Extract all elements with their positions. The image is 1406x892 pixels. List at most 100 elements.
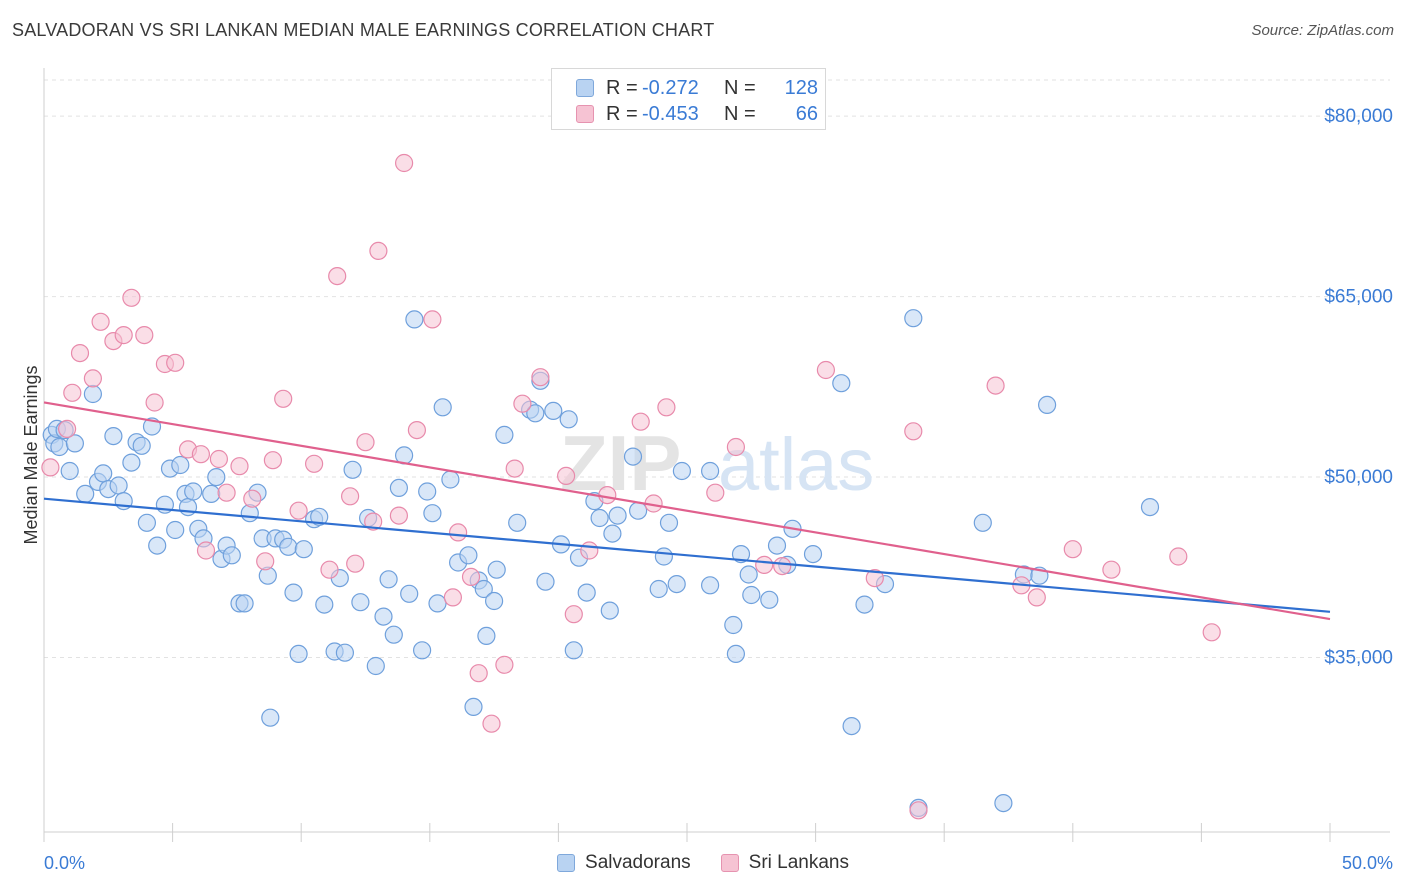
data-point (536, 572, 555, 591)
legend-label-sri-lankans: Sri Lankans (748, 852, 849, 873)
stats-r-value: -0.272 (642, 76, 699, 99)
data-point (564, 641, 583, 660)
data-point (832, 374, 851, 393)
stats-swatch-sri-lankans (576, 105, 594, 123)
y-tick-label: $65,000 (1324, 287, 1393, 308)
stats-r-label: R = (606, 102, 638, 125)
data-point (145, 393, 164, 412)
data-point (443, 588, 462, 607)
data-point (994, 793, 1013, 813)
data-point (767, 536, 787, 555)
data-point (114, 326, 133, 345)
data-point (413, 641, 432, 660)
stats-n-label: N = (724, 76, 756, 99)
data-point (294, 540, 313, 559)
data-point (469, 664, 488, 683)
data-point (487, 560, 506, 579)
data-point (556, 466, 576, 485)
data-point (289, 501, 308, 520)
data-point (672, 461, 692, 481)
data-point (855, 595, 874, 614)
data-point (171, 455, 190, 475)
data-point (109, 476, 128, 495)
stats-swatch-salvadorans (576, 79, 594, 97)
data-point (1027, 588, 1046, 607)
data-point (526, 404, 545, 423)
data-point (256, 552, 275, 571)
data-point (657, 398, 676, 417)
stats-n-label: N = (724, 102, 756, 125)
data-point (508, 513, 527, 532)
data-point (464, 697, 483, 717)
data-point (580, 541, 599, 560)
data-point (166, 520, 185, 540)
data-point (356, 433, 375, 452)
data-point (400, 584, 419, 603)
data-point (608, 506, 627, 525)
data-point (148, 536, 167, 555)
data-point (909, 801, 928, 820)
data-point (474, 579, 493, 599)
data-point (132, 436, 151, 455)
data-point (600, 601, 619, 620)
y-tick-label: $80,000 (1324, 106, 1393, 127)
data-point (598, 486, 617, 505)
data-point (603, 524, 622, 543)
stats-row-salvadorans: R = -0.272 N = 128 (576, 75, 818, 101)
data-point (335, 643, 354, 662)
data-point (742, 585, 761, 605)
data-point (1140, 498, 1160, 517)
x-tick-label-max: 50.0% (1342, 853, 1393, 873)
data-point (310, 507, 329, 526)
data-point (407, 421, 426, 440)
data-point (577, 583, 596, 602)
data-point (482, 714, 501, 733)
data-point (755, 555, 774, 575)
data-point (1202, 623, 1221, 642)
data-point (230, 457, 249, 476)
trendlines (43, 401, 1331, 621)
data-point (628, 501, 648, 520)
data-point (654, 547, 674, 566)
data-point (217, 483, 236, 502)
legend-item-sri-lankans[interactable]: Sri Lankans (720, 852, 849, 874)
data-point (623, 447, 643, 466)
data-point (1102, 560, 1121, 579)
data-point (423, 310, 442, 329)
data-point (773, 556, 792, 576)
data-point (986, 376, 1005, 395)
trendline-sri-lankans (43, 401, 1331, 621)
stats-n-value: 128 (784, 76, 818, 99)
data-point (274, 389, 293, 408)
data-point (726, 644, 746, 664)
data-point (477, 626, 496, 646)
data-point (726, 437, 746, 457)
data-point (137, 513, 156, 532)
data-point (739, 565, 758, 584)
stats-r-value: -0.453 (642, 102, 699, 125)
data-point (122, 288, 141, 307)
data-point (904, 422, 923, 441)
data-point (328, 267, 347, 286)
data-point (395, 153, 414, 173)
data-point (724, 615, 743, 635)
data-point (700, 461, 720, 481)
data-point (405, 310, 424, 329)
data-point (343, 460, 362, 479)
legend-item-salvadorans[interactable]: Salvadorans (557, 852, 691, 874)
data-point (1063, 540, 1082, 559)
data-point (76, 484, 95, 503)
data-point (94, 464, 113, 483)
data-point (346, 554, 365, 573)
y-axis-label: Median Male Earnings (21, 365, 41, 544)
data-point (263, 451, 282, 470)
data-point (202, 484, 221, 503)
data-point (91, 312, 110, 331)
data-point (564, 605, 583, 624)
data-point (384, 625, 403, 644)
data-point (320, 560, 339, 579)
data-point (1169, 547, 1188, 566)
data-point (305, 454, 324, 473)
legend-swatch-sri-lankans (720, 854, 739, 872)
